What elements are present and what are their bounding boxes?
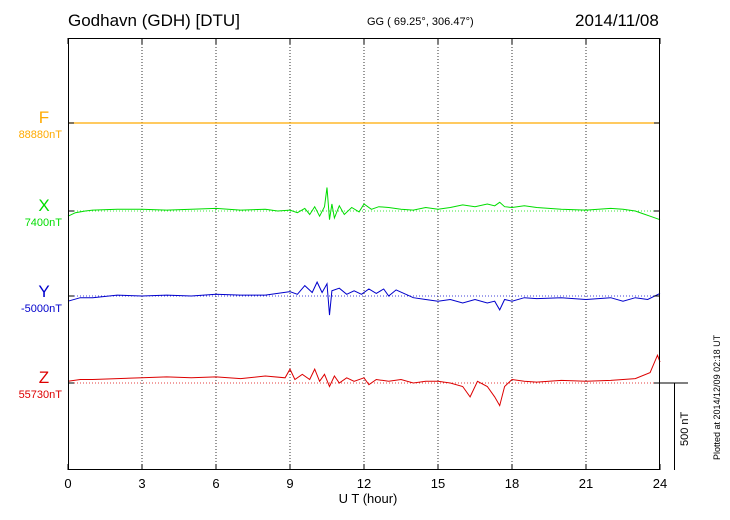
x-tick-label: 24: [653, 476, 667, 491]
scale-bar-label: 500 nT: [679, 411, 691, 446]
plot-date: 2014/11/08: [575, 11, 659, 30]
x-axis-label: U T (hour): [339, 491, 398, 506]
series-line-y: [67, 280, 661, 316]
series-line-x: [67, 187, 661, 221]
x-tick-label: 15: [431, 476, 445, 491]
x-tick-label: 0: [64, 476, 71, 491]
vertical-grid-lines: [141, 38, 587, 470]
station-title: Godhavn (GDH) [DTU]: [68, 11, 240, 30]
series-name-y: Y: [38, 282, 49, 301]
x-axis-ticks: 0 3 6 9 12 15 18 21 24 U T (hour): [64, 38, 667, 506]
side-ticks: [68, 122, 660, 384]
series-name-x: X: [38, 196, 49, 215]
plotted-timestamp: Plotted at 2014/12/09 02:18 UT: [712, 334, 722, 460]
x-tick-label: 9: [286, 476, 293, 491]
x-tick-label: 12: [357, 476, 371, 491]
x-tick-label: 21: [579, 476, 593, 491]
x-tick-label: 18: [505, 476, 519, 491]
series-name-f: F: [39, 108, 49, 127]
scale-bar: [660, 382, 688, 470]
station-coordinates: GG ( 69.25°, 306.47°): [367, 16, 474, 28]
series-labels: F 88880nT X 7400nT Y -5000nT Z 55730nT: [19, 108, 63, 401]
series-baseline-z: 55730nT: [19, 389, 63, 401]
x-tick-label: 3: [138, 476, 145, 491]
series-baseline-x: 7400nT: [25, 217, 63, 229]
series-line-z: [67, 353, 661, 407]
series-lines: [67, 122, 661, 407]
x-tick-label: 6: [212, 476, 219, 491]
series-name-z: Z: [39, 368, 49, 387]
series-baseline-f: 88880nT: [19, 129, 63, 141]
series-baseline-y: -5000nT: [21, 303, 62, 315]
